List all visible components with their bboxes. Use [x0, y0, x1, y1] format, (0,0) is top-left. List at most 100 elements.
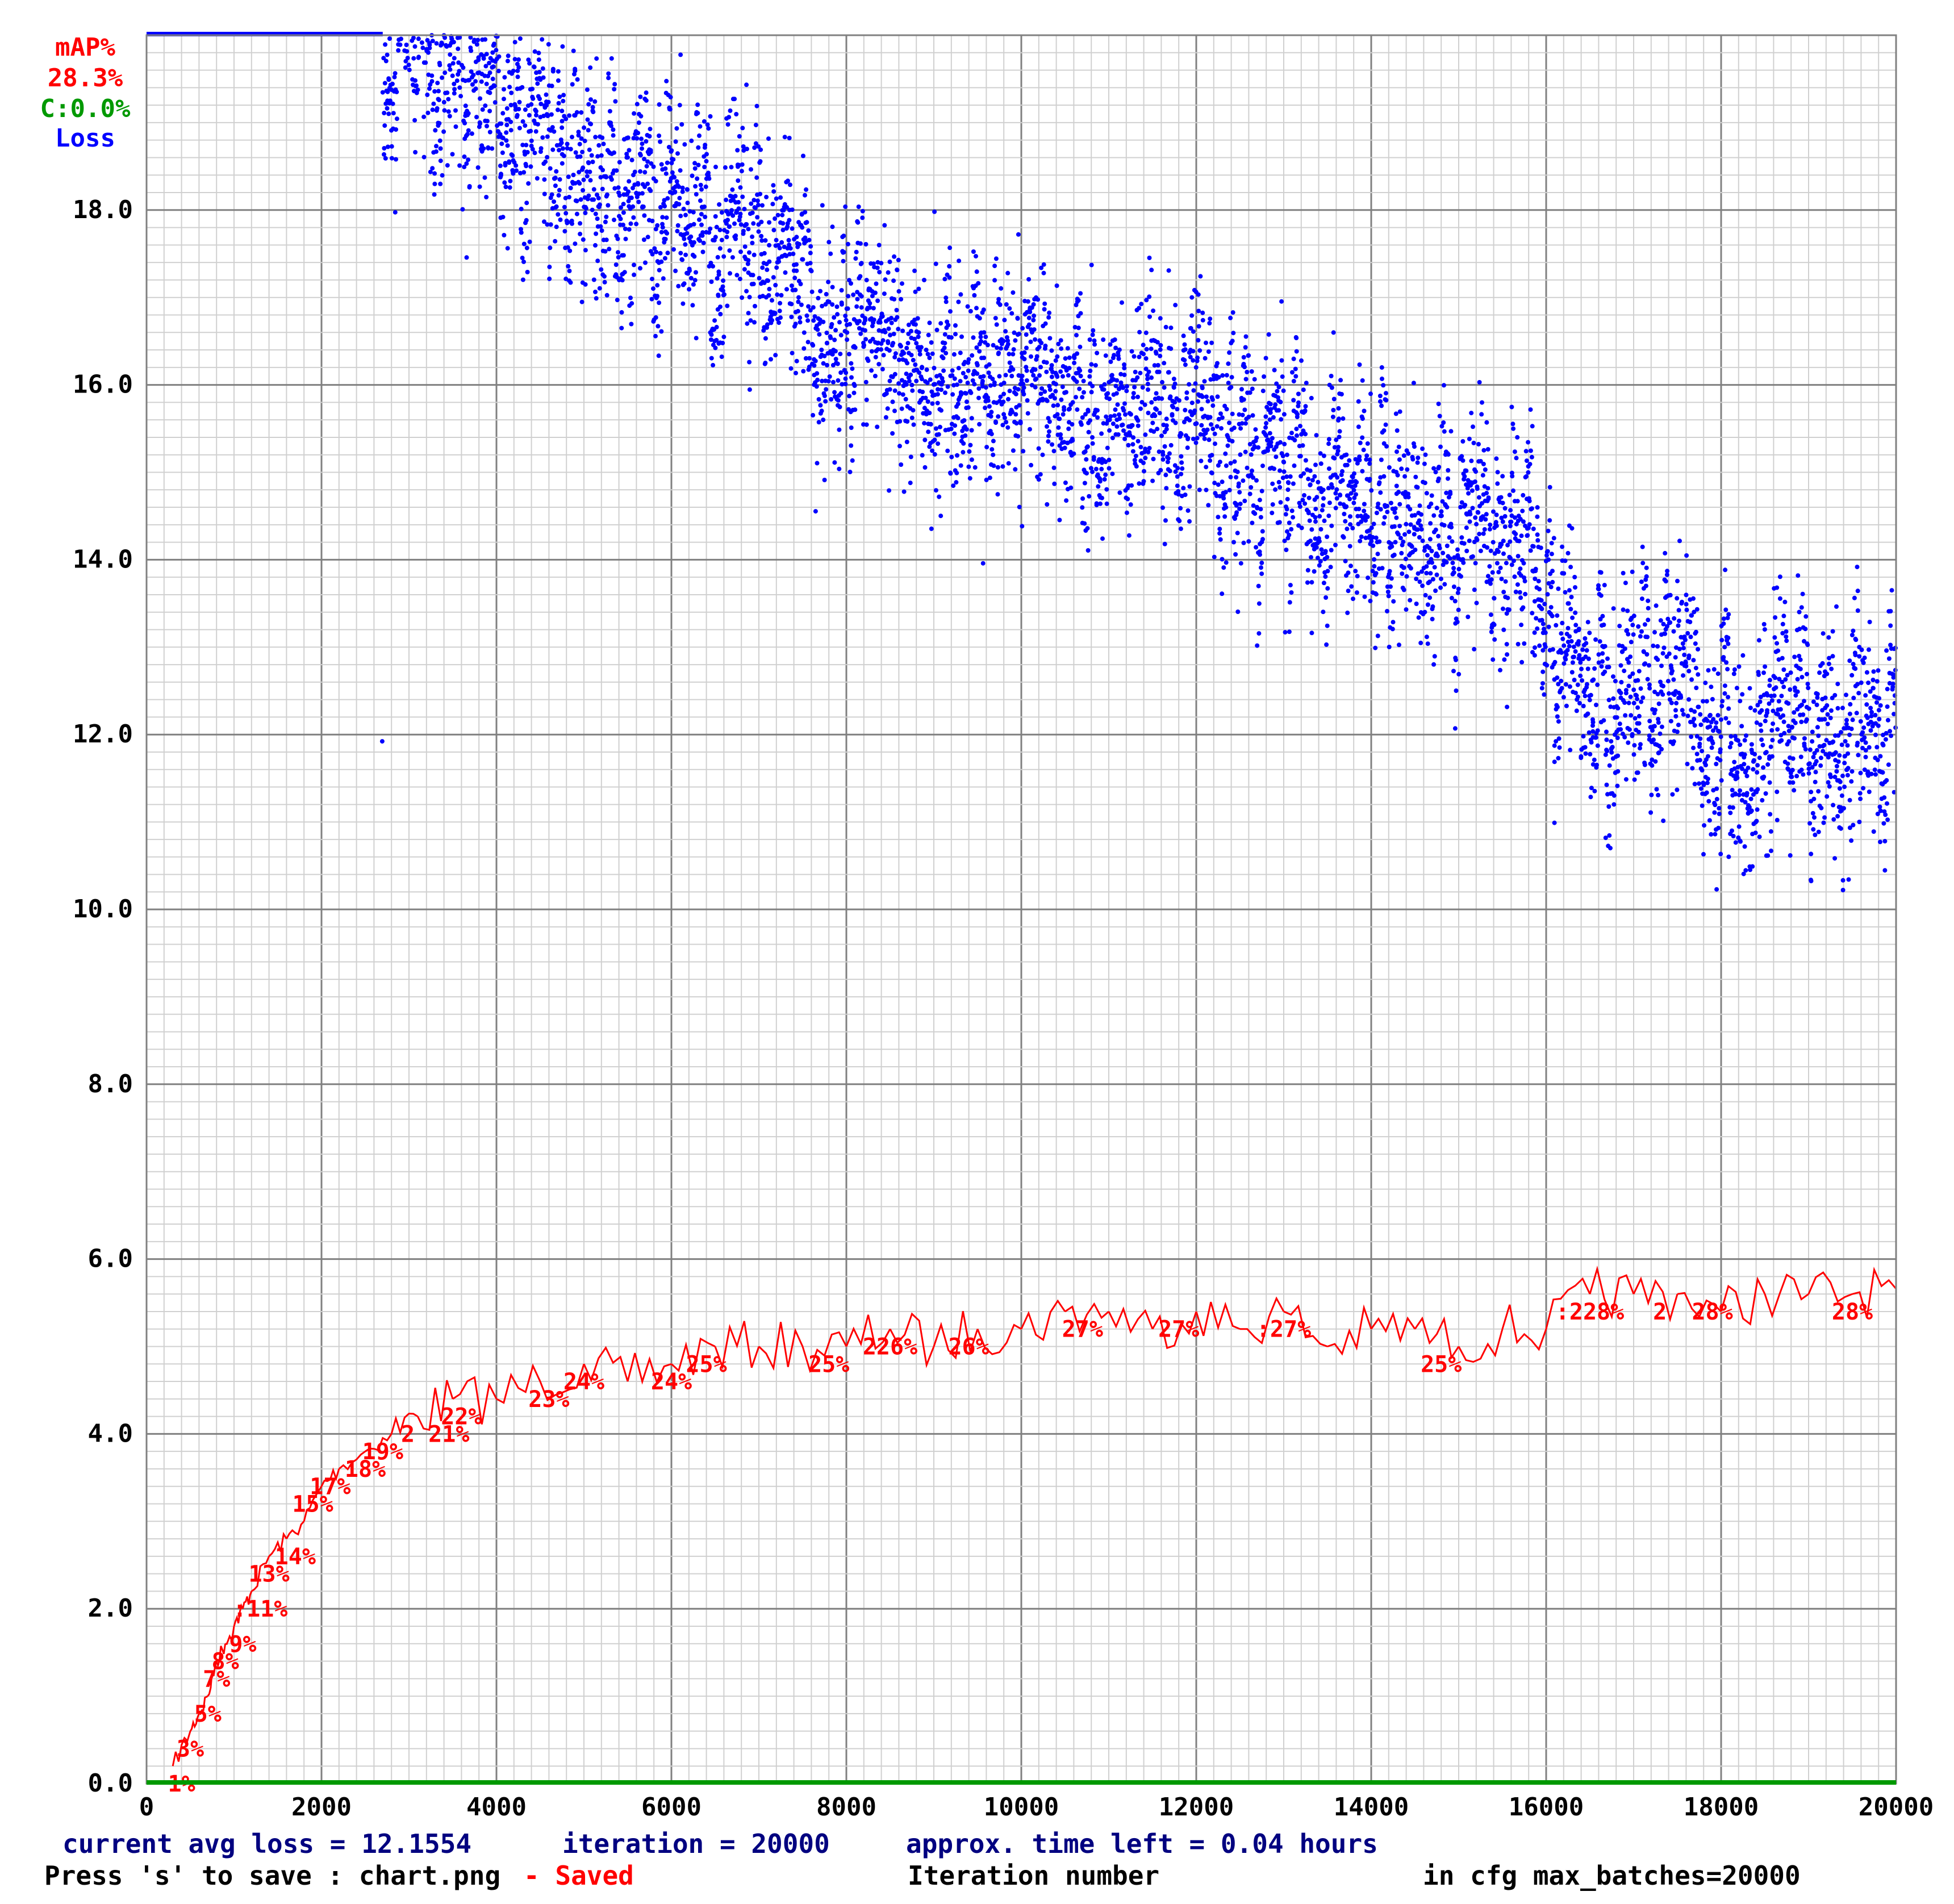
loss-point — [642, 213, 647, 218]
loss-point — [1743, 868, 1748, 873]
loss-point — [1009, 311, 1014, 316]
loss-point — [1012, 330, 1017, 335]
loss-point — [1427, 595, 1433, 600]
loss-point — [1187, 417, 1192, 423]
loss-point — [854, 304, 859, 309]
loss-point — [1738, 788, 1743, 793]
loss-point — [1078, 368, 1083, 373]
loss-point — [1107, 396, 1112, 402]
loss-point — [466, 128, 471, 133]
loss-point — [487, 130, 492, 135]
loss-point — [854, 249, 859, 254]
loss-point — [1781, 613, 1786, 619]
loss-point — [565, 146, 570, 151]
loss-point — [1671, 677, 1676, 682]
loss-point — [1606, 804, 1611, 809]
loss-point — [1260, 389, 1266, 394]
loss-point — [817, 332, 822, 337]
loss-point — [983, 335, 988, 340]
loss-point — [775, 212, 780, 218]
loss-point — [1502, 524, 1508, 529]
loss-point — [462, 154, 467, 159]
loss-point — [523, 107, 528, 112]
loss-point — [1378, 399, 1383, 404]
loss-point — [519, 227, 523, 232]
loss-point — [1127, 430, 1132, 435]
map-data-label: :27% — [1256, 1317, 1311, 1343]
loss-point — [976, 395, 981, 400]
loss-point — [756, 202, 761, 207]
loss-point — [709, 356, 714, 361]
loss-point — [1352, 483, 1358, 488]
loss-point — [1160, 505, 1165, 510]
loss-point — [441, 129, 446, 134]
loss-point — [1731, 833, 1736, 838]
loss-point — [1400, 571, 1405, 576]
loss-point — [1778, 733, 1784, 738]
loss-point — [1078, 374, 1083, 378]
loss-point — [1652, 724, 1657, 729]
loss-point — [649, 297, 654, 302]
loss-point — [1095, 415, 1100, 420]
loss-point — [1459, 574, 1463, 579]
loss-point — [583, 206, 588, 211]
loss-point — [1595, 682, 1600, 687]
loss-point — [713, 164, 718, 169]
loss-point — [1306, 511, 1311, 516]
loss-point — [634, 102, 640, 107]
loss-point — [795, 308, 800, 314]
loss-point — [939, 408, 943, 413]
loss-point — [1451, 584, 1456, 589]
loss-point — [977, 421, 982, 427]
loss-point — [1118, 380, 1124, 385]
loss-point — [759, 238, 765, 243]
loss-point — [1276, 479, 1281, 485]
loss-point — [386, 111, 391, 116]
loss-point — [841, 250, 846, 254]
loss-point — [933, 488, 938, 493]
loss-point — [816, 420, 821, 425]
loss-point — [981, 374, 986, 379]
loss-point — [1586, 730, 1592, 735]
loss-point — [469, 131, 474, 136]
loss-point — [727, 248, 732, 253]
loss-point — [1406, 529, 1412, 535]
loss-point — [534, 112, 538, 118]
loss-point — [1768, 829, 1773, 834]
loss-point — [1000, 423, 1005, 428]
loss-point — [507, 160, 512, 165]
loss-point — [1685, 631, 1690, 636]
loss-point — [1093, 363, 1098, 368]
loss-point — [390, 81, 395, 86]
loss-point — [1285, 487, 1291, 492]
loss-point — [1360, 378, 1365, 383]
map-line-segment — [241, 1590, 253, 1609]
loss-point — [998, 394, 1003, 399]
loss-point — [1113, 345, 1118, 350]
loss-point — [929, 340, 934, 345]
loss-point — [1349, 584, 1354, 589]
loss-point — [1519, 623, 1524, 628]
loss-point — [1507, 492, 1512, 498]
loss-point — [1512, 515, 1517, 520]
loss-point — [1348, 522, 1353, 527]
loss-point — [1042, 389, 1047, 394]
loss-point — [1471, 424, 1475, 429]
loss-point — [878, 320, 883, 325]
loss-point — [573, 150, 578, 155]
loss-point — [671, 157, 676, 162]
loss-point — [843, 382, 848, 386]
loss-point — [1744, 733, 1748, 738]
loss-point — [588, 178, 593, 183]
loss-point — [1465, 486, 1470, 491]
loss-point — [1738, 699, 1743, 704]
loss-point — [1559, 650, 1564, 655]
loss-point — [1150, 478, 1155, 483]
loss-point — [1556, 736, 1561, 741]
loss-point — [713, 214, 718, 219]
loss-point — [740, 194, 745, 199]
loss-point — [942, 332, 947, 337]
loss-point — [1719, 637, 1725, 642]
loss-point — [691, 282, 696, 287]
loss-point — [1095, 408, 1100, 413]
